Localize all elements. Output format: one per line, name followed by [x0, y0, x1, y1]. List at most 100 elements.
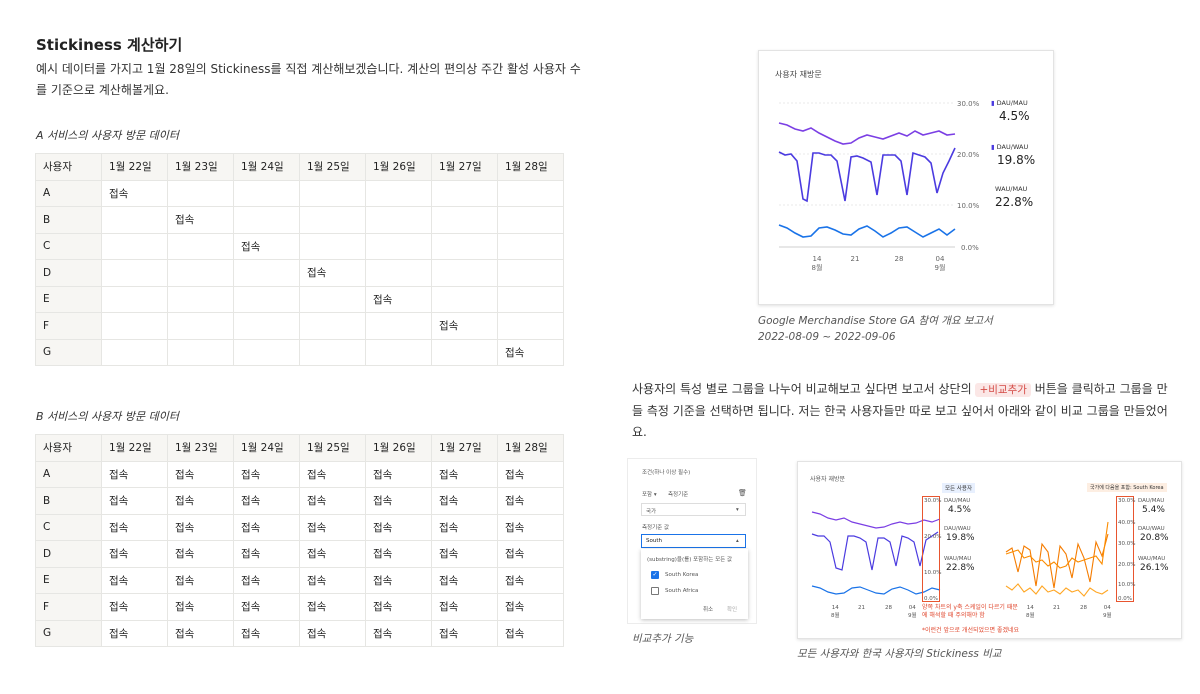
table-row: F 접속 [35, 312, 564, 340]
x-tick-label: 21 [1053, 605, 1060, 611]
table-cell: 접속 [497, 513, 564, 541]
table-cell: 접속 [233, 460, 300, 488]
table-row: D 접속 [35, 259, 564, 287]
table-row: A 접속 [35, 179, 564, 207]
y-tick-label: 40.0% [1118, 520, 1136, 526]
table-cell: 접속 [167, 460, 234, 488]
x-tick-label: 28 [1080, 605, 1087, 611]
column-header: 1월 28일 [497, 434, 564, 462]
y-tick-label: 0.0% [924, 596, 938, 602]
table-cell: 접속 [233, 619, 300, 647]
table-cell: 접속 [299, 593, 366, 621]
kr-wau-mau-line [1005, 521, 1109, 569]
value-search-input[interactable]: South ▴ [641, 534, 746, 548]
table-cell [365, 338, 432, 366]
card-title: 사용자 재방문 [810, 476, 846, 483]
checkbox-checked-icon[interactable]: ✓ [651, 571, 659, 579]
value-dropdown: (substring)을(를) 포함하는 모든 값 ✓ South Korea … [641, 549, 748, 619]
all-dau-wau-line [811, 531, 939, 571]
table-row: C 접속 [35, 232, 564, 260]
table-b-caption: B 서비스의 사용자 방문 데이터 [36, 410, 179, 423]
y-tick-label: 30.0% [924, 498, 942, 504]
table-cell [233, 338, 300, 366]
x-tick-label: 14 8월 [831, 605, 840, 619]
retention-chart [778, 102, 956, 248]
table-row: D 접속 접속 접속 접속 접속 접속 접속 [35, 540, 564, 568]
table-cell [431, 259, 498, 287]
table-cell [431, 179, 498, 207]
table-cell [101, 232, 168, 260]
table-row: G 접속 접속 접속 접속 접속 접속 접속 [35, 619, 564, 647]
option-all-values[interactable]: (substring)을(를) 포함하는 모든 값 [647, 557, 732, 563]
table-cell [431, 232, 498, 260]
row-user-label: G [35, 338, 102, 366]
x-tick-label: 28 [885, 605, 892, 611]
table-cell: 접속 [299, 619, 366, 647]
y-tick-label: 0.0% [961, 244, 979, 252]
table-cell: 접속 [299, 540, 366, 568]
table-cell: 접속 [299, 566, 366, 594]
table-row: B 접속 접속 접속 접속 접속 접속 접속 [35, 487, 564, 515]
table-header-row: 사용자 1월 22일 1월 23일 1월 24일 1월 25일 1월 26일 1월 27일 1… [35, 153, 564, 181]
table-cell: 접속 [431, 593, 498, 621]
table-cell [101, 338, 168, 366]
x-tick-label: 14 8월 [811, 255, 823, 272]
row-user-label: D [35, 540, 102, 568]
delete-icon[interactable]: 🗑 [738, 489, 747, 497]
column-header: 1월 26일 [365, 434, 432, 462]
option-south-korea[interactable]: South Korea [665, 572, 699, 578]
table-cell: 접속 [431, 312, 498, 340]
row-user-label: B [35, 487, 102, 515]
table-cell [365, 259, 432, 287]
table-cell: 접속 [233, 513, 300, 541]
value-label: 측정기준 값 [642, 525, 670, 531]
table-cell [299, 179, 366, 207]
dau-wau-line [778, 147, 956, 203]
table-cell: 접속 [431, 513, 498, 541]
table-cell: 접속 [497, 619, 564, 647]
confirm-button[interactable]: 확인 [727, 607, 738, 613]
table-cell [431, 206, 498, 234]
y-tick-label: 10.0% [924, 570, 942, 576]
table-cell: 접속 [497, 540, 564, 568]
table-row: F 접속 접속 접속 접속 접속 접속 접속 [35, 593, 564, 621]
y-tick-label: 30.0% [1118, 541, 1136, 547]
table-cell: 접속 [167, 540, 234, 568]
column-header: 1월 27일 [431, 434, 498, 462]
include-select[interactable]: 포함 ▾ [642, 492, 657, 498]
y-axis-highlight [1116, 496, 1134, 602]
table-cell [233, 312, 300, 340]
metric-value: 5.4% [1142, 505, 1165, 515]
badge-all-users: 모든 사용자 [942, 483, 976, 493]
table-cell: 접속 [167, 206, 234, 234]
y-axis-highlight [922, 496, 940, 602]
table-cell [167, 338, 234, 366]
row-user-label: B [35, 206, 102, 234]
x-tick-label: 28 [894, 255, 904, 263]
row-user-label: G [35, 619, 102, 647]
table-cell [365, 206, 432, 234]
table-row: A 접속 접속 접속 접속 접속 접속 접속 [35, 460, 564, 488]
dimension-label: 측정기준 [668, 492, 689, 498]
metric-label: DAU/MAU [1138, 498, 1165, 504]
row-user-label: F [35, 312, 102, 340]
cancel-button[interactable]: 취소 [703, 607, 714, 613]
badge-south-korea: 국가에 다음을 포함: South Korea [1087, 483, 1167, 492]
table-cell: 접속 [101, 513, 168, 541]
table-cell: 접속 [101, 487, 168, 515]
metric-value: 19.8% [946, 533, 975, 543]
metric-label: WAU/MAU [995, 185, 1028, 193]
checkbox-icon[interactable] [651, 587, 659, 595]
table-cell [431, 285, 498, 313]
y-tick-label: 0.0% [1118, 596, 1132, 602]
option-south-africa[interactable]: South Africa [665, 588, 699, 594]
x-tick-label: 04 9월 [934, 255, 946, 272]
dimension-select[interactable]: 국가 ▾ [641, 503, 746, 516]
table-cell [233, 179, 300, 207]
table-cell [365, 312, 432, 340]
table-cell [365, 179, 432, 207]
column-header: 1월 27일 [431, 153, 498, 181]
table-cell [167, 285, 234, 313]
add-comparison-dialog: 조건(하나 이상 필수) 포함 ▾ 측정기준 🗑 국가 ▾ 측정기준 값 Sou… [627, 458, 757, 624]
y-tick-label: 10.0% [1118, 582, 1136, 588]
